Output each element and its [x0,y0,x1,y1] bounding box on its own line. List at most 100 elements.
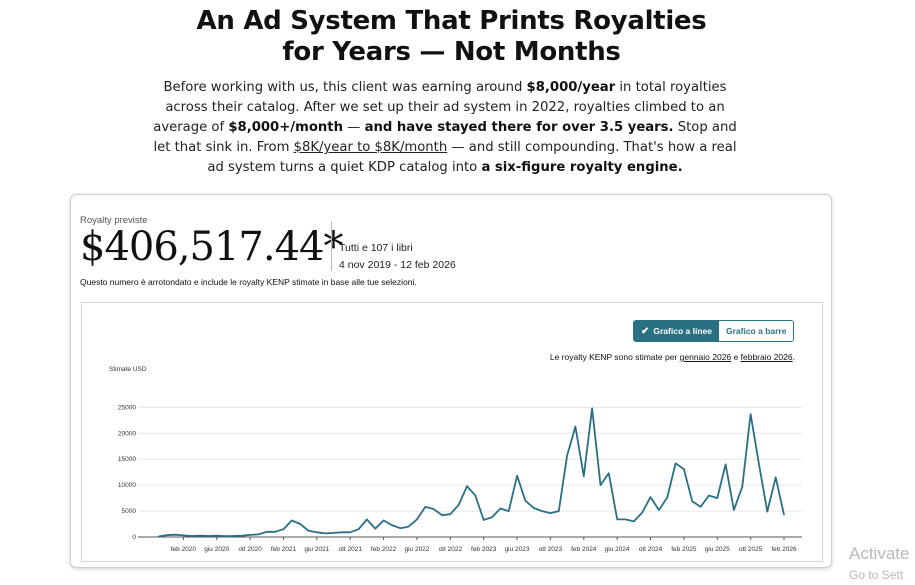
kenp-text: e [731,352,741,362]
x-tick-label: feb 2026 [771,546,797,553]
data-point [433,508,435,510]
y-tick-label: 20000 [118,430,136,437]
intro-text: in total royalties across their catalog.… [153,80,727,135]
data-point [491,516,493,518]
data-point [391,524,393,526]
data-point [424,506,426,508]
y-tick-label: 5000 [122,508,137,515]
y-tick-label: 15000 [118,456,136,463]
chart-type-toggle: ✔ Grafico a linee Grafico a barre [633,320,795,342]
data-point [332,532,335,534]
data-point [483,519,485,521]
data-point [683,468,685,470]
data-point [199,535,201,537]
data-point [357,528,360,530]
bar-chart-button[interactable]: Grafico a barre [718,321,794,341]
line-chart-label: Grafico a linee [653,326,712,336]
data-point [249,534,251,536]
data-point [382,519,385,522]
y-axis-label: Stimate USD [109,366,147,373]
x-tick-label: giu 2021 [304,546,329,553]
x-tick-label: giu 2024 [605,546,630,553]
data-point [733,509,735,511]
intro-text: Before working with us, this client was … [163,80,527,95]
headline-line-1: An Ad System That Prints Royalties [196,6,707,36]
data-point [583,475,585,477]
data-point [541,510,543,512]
data-point [324,532,326,534]
data-point [533,507,535,509]
data-point [758,463,760,466]
x-tick-label: feb 2020 [171,546,197,553]
intro-bold: $8,000+/month [228,120,343,135]
headline-line-2: for Years — Not Months [282,37,621,67]
data-point [499,507,501,510]
data-point [316,531,318,533]
x-tick-label: giu 2023 [505,546,530,553]
chart-container: ✔ Grafico a linee Grafico a barre Le roya… [81,302,823,562]
y-tick-label: 10000 [118,482,136,489]
data-point [166,534,168,536]
data-point [224,535,226,537]
data-point [508,510,510,512]
data-point [633,520,635,523]
data-point [624,518,627,520]
data-point [416,518,418,520]
data-point [666,496,668,499]
data-point [766,510,768,513]
page-headline: An Ad System That Prints Royalties for Y… [0,6,903,68]
data-point [691,500,693,502]
y-tick-label: 25000 [118,404,136,411]
divider [331,221,332,271]
data-point [649,496,652,498]
x-tick-label: feb 2021 [271,546,297,553]
x-tick-label: ott 2021 [338,546,362,553]
data-point [408,526,410,528]
data-point [257,533,260,536]
data-point [750,413,752,415]
data-point [174,534,176,536]
kenp-link-jan[interactable]: gennaio 2026 [679,352,732,362]
x-tick-label: feb 2025 [671,546,697,553]
intro-bold: $8,000/year [526,80,616,95]
x-tick-label: giu 2020 [204,546,229,553]
data-point [608,472,610,474]
data-point [241,535,243,537]
data-point [458,504,460,506]
data-point [341,531,343,533]
intro-text: — and still compounding. That's how a re… [207,140,737,175]
series-line [158,407,785,538]
kenp-note: Le royalty KENP sono stimate per gennaio… [550,352,795,362]
kenp-link-feb[interactable]: febbraio 2026 [740,352,793,362]
data-point [741,486,743,488]
data-point [216,535,218,537]
line-chart: Stimate USD 0 5000 10000 15000 20000 25000 feb … [109,366,802,553]
card-label: Royalty previste [80,215,148,226]
data-point [674,462,677,464]
data-point [374,528,376,530]
watermark-activate: Activate [849,544,910,563]
books-scope: Tutti e 107 i libri [339,242,413,254]
data-point [516,475,518,477]
data-point [207,535,209,537]
data-point [775,476,777,478]
intro-text: Stop and let that sink in. From [153,120,737,155]
kenp-text: Le royalty KENP sono stimate per [549,352,680,362]
data-point [616,518,618,520]
data-point [157,535,159,538]
x-tick-label: feb 2022 [371,546,397,553]
data-point [449,513,451,515]
data-point [524,500,526,502]
data-point [566,454,568,457]
data-point [307,530,310,532]
data-point [708,494,710,497]
watermark-settings: Go to Sett [849,568,904,582]
y-tick-label: 0 [132,534,136,541]
data-point [191,535,193,537]
data-point [282,528,285,530]
data-point [266,531,268,533]
x-tick-label: feb 2024 [571,546,597,553]
data-point [658,509,660,511]
line-chart-button[interactable]: ✔ Grafico a linee [634,321,719,341]
data-point [641,512,643,514]
